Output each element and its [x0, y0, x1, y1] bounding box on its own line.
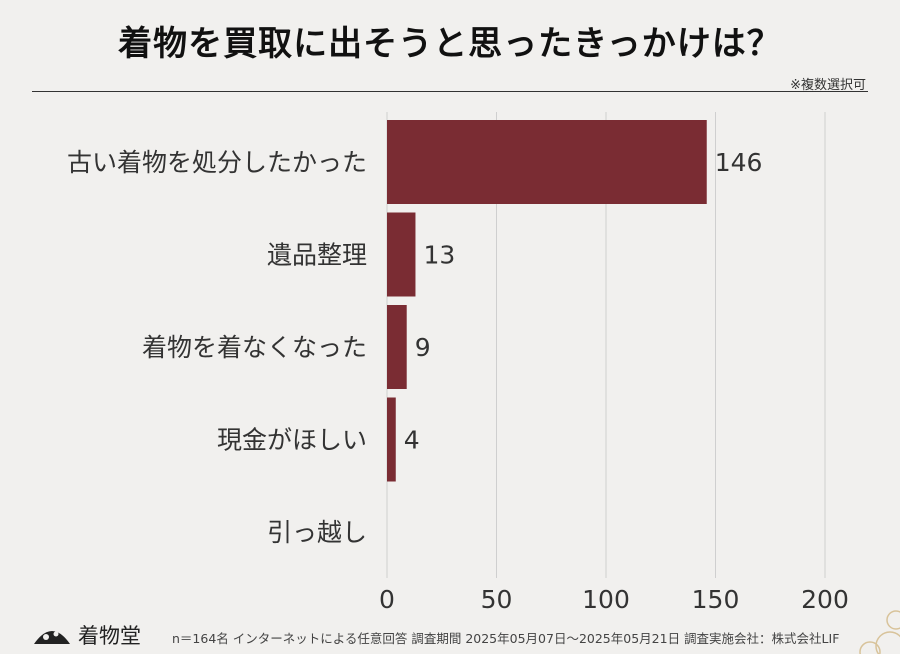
brand-logo: 着物堂: [32, 620, 141, 650]
x-tick-label: 200: [801, 585, 849, 614]
bars: [387, 120, 707, 482]
x-tick-label: 150: [692, 585, 740, 614]
brand-name: 着物堂: [78, 624, 141, 648]
title-divider: [32, 91, 868, 92]
multi-select-note: ※複数選択可: [790, 78, 866, 93]
category-label: 古い着物を処分したかった: [67, 148, 367, 177]
bar: [387, 212, 416, 297]
chart-title: 着物を買取に出そうと思ったきっかけは？: [118, 24, 782, 64]
value-label: 4: [404, 426, 420, 455]
x-tick-label: 100: [582, 585, 630, 614]
value-label: 13: [423, 241, 455, 270]
flower-pattern-icon: [859, 610, 900, 654]
category-label: 着物を着なくなった: [142, 333, 367, 362]
value-label: 9: [415, 333, 431, 362]
value-label: 146: [715, 148, 763, 177]
value-labels: 146 13 9 4: [404, 148, 763, 455]
x-tick-label: 0: [379, 585, 395, 614]
bar: [387, 305, 407, 389]
bar: [387, 397, 396, 482]
category-label: 現金がほしい: [217, 426, 367, 455]
category-label: 遺品整理: [267, 241, 367, 270]
x-tick-labels: 0 50 100 150 200: [379, 585, 849, 614]
bar: [387, 120, 707, 204]
survey-footnote: n＝164名 インターネットによる任意回答 調査期間 2025年05月07日〜2…: [172, 631, 840, 646]
x-tick-label: 50: [481, 585, 513, 614]
category-label: 引っ越し: [267, 518, 367, 547]
fan-icon: [34, 631, 70, 644]
